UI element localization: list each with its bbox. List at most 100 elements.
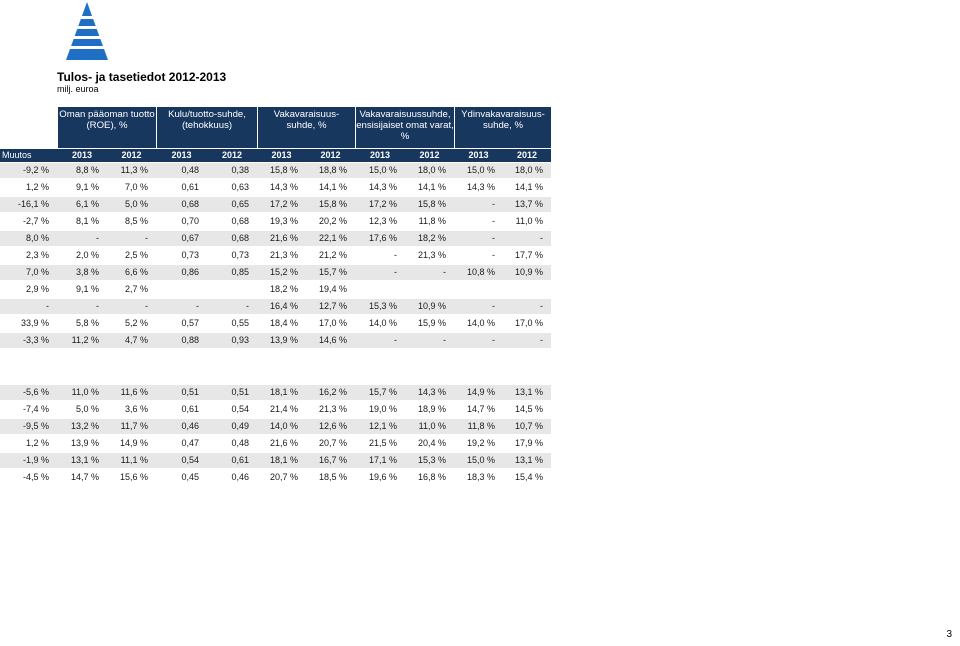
value-cell: 17,0 % [514, 318, 543, 328]
value-cell: 18,2 % [269, 284, 298, 294]
value-cell: 13,1 % [514, 387, 543, 397]
value-cell: 14,3 % [269, 182, 298, 192]
value-cell: - [145, 301, 148, 311]
value-cell: 14,1 % [318, 182, 347, 192]
value-cell: 2,5 % [124, 250, 148, 260]
value-cell: 11,1 % [120, 455, 148, 465]
value-cell: 19,0 % [368, 404, 397, 414]
value-cell: 0,63 [231, 182, 249, 192]
value-cell: 8,8 % [75, 165, 99, 175]
value-cell: 10,9 % [417, 301, 446, 311]
value-cell: 5,0 % [75, 404, 99, 414]
change-cell: 7,0 % [25, 267, 49, 277]
value-cell: 19,4 % [318, 284, 347, 294]
change-cell: -9,2 % [22, 165, 49, 175]
column-group-tier1: Vakavaraisuussuhde, ensisijaiset omat va… [355, 107, 454, 148]
value-cell: 14,0 % [269, 421, 298, 431]
value-cell: 8,1 % [75, 216, 99, 226]
value-cell: 12,6 % [318, 421, 347, 431]
value-cell: - [96, 233, 99, 243]
value-cell: 14,9 % [119, 438, 148, 448]
value-cell: 17,2 % [368, 199, 397, 209]
change-cell: 2,3 % [25, 250, 49, 260]
table-row: -7,4 % 5,0 % 3,6 % 0,61 0,54 21,4 % 21,3 % 19,0… [0, 402, 551, 419]
value-cell: - [443, 335, 446, 345]
value-cell: 0,61 [181, 404, 199, 414]
value-cell: 17,2 % [269, 199, 298, 209]
value-cell: 18,1 % [269, 387, 298, 397]
table-row: 33,9 % 5,8 % 5,2 % 0,57 0,55 18,4 % 17,0 % 14,0… [0, 316, 551, 333]
table-year-header: Muutos 2013 2012 2013 2012 2013 2012 201… [0, 148, 551, 162]
value-cell: 13,1 % [514, 455, 543, 465]
page-number: 3 [946, 629, 952, 640]
value-cell: 15,8 % [269, 165, 298, 175]
table-row: -5,6 % 11,0 % 11,6 % 0,51 0,51 18,1 % 16,2 % 15… [0, 385, 551, 402]
value-cell: 0,73 [231, 250, 249, 260]
value-cell: 15,4 % [514, 472, 543, 482]
value-cell: 15,0 % [466, 165, 495, 175]
value-cell: 0,38 [231, 165, 249, 175]
value-cell: - [196, 301, 199, 311]
column-group-cost-income: Kulu/tuotto-suhde, (tehokkuus) [156, 107, 257, 148]
table-group-header: Oman pääoman tuotto (ROE), % Kulu/tuotto… [0, 107, 551, 148]
value-cell: 10,8 % [466, 267, 495, 277]
value-cell [257, 350, 306, 383]
value-cell: 15,7 % [368, 387, 397, 397]
value-cell: 4,7 % [124, 335, 148, 345]
value-cell: 13,2 % [70, 421, 99, 431]
value-cell: 6,1 % [75, 199, 99, 209]
value-cell: 0,46 [181, 421, 199, 431]
value-cell: 0,51 [181, 387, 199, 397]
value-cell: 20,2 % [318, 216, 347, 226]
table-row: -1,9 % 13,1 % 11,1 % 0,54 0,61 18,1 % 16,7 % 17… [0, 453, 551, 470]
value-cell: 0,67 [181, 233, 199, 243]
value-cell: 21,4 % [269, 404, 298, 414]
value-cell: - [96, 301, 99, 311]
table-row: - - - - - 16,4 % 12,7 % 15,3 % 10,9 % - - [0, 299, 551, 316]
change-cell: -7,4 % [22, 404, 49, 414]
value-cell: 18,4 % [269, 318, 298, 328]
value-cell: 15,8 % [417, 199, 446, 209]
change-cell: 33,9 % [20, 318, 49, 328]
value-cell: 5,0 % [124, 199, 148, 209]
value-cell: 15,0 % [368, 165, 397, 175]
year-header: 2013 [369, 150, 391, 160]
value-cell: 14,9 % [466, 387, 495, 397]
value-cell: 0,86 [181, 267, 199, 277]
value-cell: 14,7 % [466, 404, 495, 414]
year-header: 2012 [221, 150, 243, 160]
change-cell: 2,9 % [25, 284, 49, 294]
change-cell: 1,2 % [25, 182, 49, 192]
value-cell: 21,2 % [318, 250, 347, 260]
value-cell: 11,6 % [120, 387, 148, 397]
value-cell: 12,7 % [318, 301, 347, 311]
value-cell: 8,5 % [124, 216, 148, 226]
value-cell: 2,7 % [124, 284, 148, 294]
value-cell: 11,0 % [418, 421, 446, 431]
value-cell: 13,9 % [269, 335, 298, 345]
value-cell: 14,3 % [466, 182, 495, 192]
value-cell: 21,3 % [318, 404, 347, 414]
value-cell: 14,3 % [368, 182, 397, 192]
value-cell: 11,2 % [71, 335, 99, 345]
value-cell: 0,68 [231, 216, 249, 226]
report-unit: milj. euroa [57, 84, 99, 94]
value-cell [207, 350, 257, 383]
value-cell: 0,46 [231, 472, 249, 482]
value-cell: 0,61 [231, 455, 249, 465]
table-row: 2,9 % 9,1 % 2,7 % 18,2 % 19,4 % [0, 282, 551, 299]
value-cell: 18,0 % [514, 165, 543, 175]
value-cell: 16,4 % [269, 301, 298, 311]
value-cell: 21,3 % [417, 250, 446, 260]
value-cell: 0,49 [231, 421, 249, 431]
value-cell: 11,7 % [120, 421, 148, 431]
value-cell [207, 282, 257, 297]
value-cell: 13,1 % [70, 455, 99, 465]
year-header: 2012 [121, 150, 142, 160]
value-cell: 14,0 % [466, 318, 495, 328]
value-cell: 14,0 % [368, 318, 397, 328]
year-header: 2012 [516, 150, 538, 160]
change-cell: -2,7 % [22, 216, 49, 226]
change-cell: -1,9 % [22, 455, 49, 465]
value-cell: 0,70 [181, 216, 199, 226]
